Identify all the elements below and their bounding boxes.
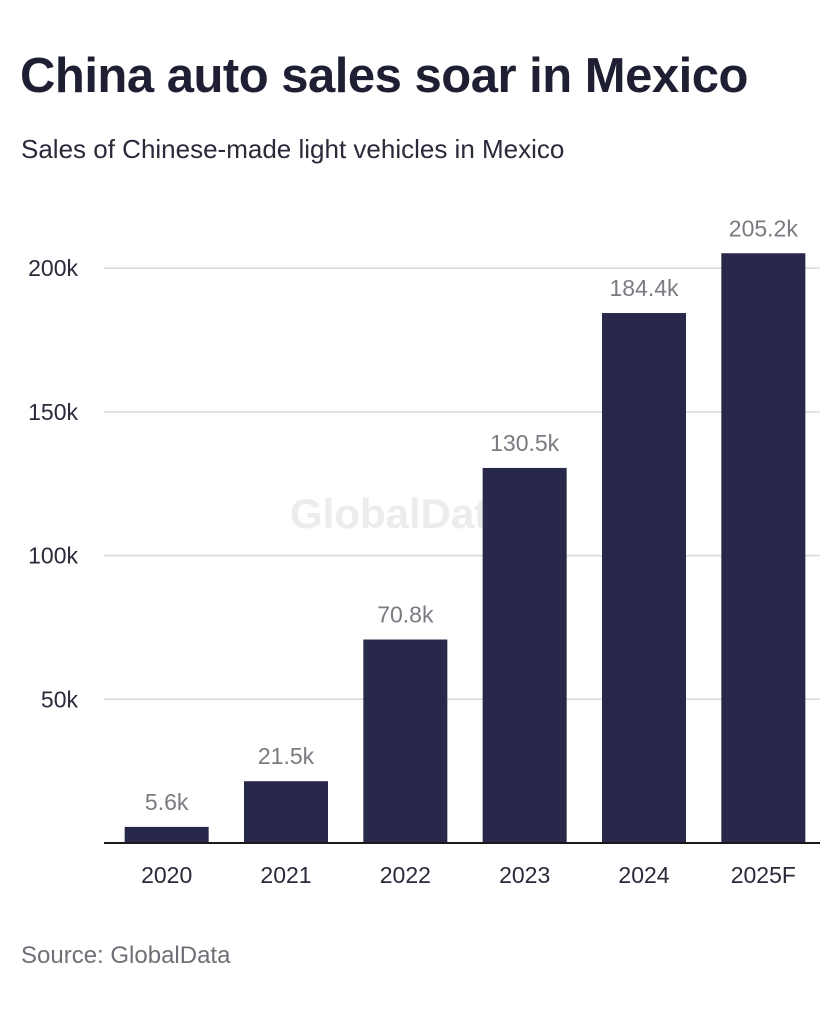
chart-title: China auto sales soar in Mexico [20, 49, 748, 103]
x-tick-label: 2023 [499, 862, 550, 888]
bar-2021 [244, 781, 328, 843]
source-note: Source: GlobalData [21, 942, 231, 969]
bars [124, 253, 806, 844]
data-label: 21.5k [258, 743, 315, 769]
bar-2020 [124, 826, 209, 843]
y-tick-label: 50k [41, 686, 79, 712]
bar-2025f [721, 253, 806, 844]
x-tick-label: 2025F [731, 862, 796, 888]
y-axis-tick-labels: 50k 100k 150k 200k [28, 255, 78, 712]
gridlines [104, 267, 820, 701]
bar-2024 [602, 313, 686, 843]
x-tick-label: 2020 [141, 862, 192, 888]
chart-subtitle: Sales of Chinese-made light vehicles in … [21, 134, 565, 164]
data-label: 5.6k [145, 789, 189, 815]
x-tick-label: 2024 [618, 862, 669, 888]
data-labels: 5.6k 21.5k 70.8k 130.5k 184.4k 205.2k [145, 215, 798, 815]
bar-2022 [363, 639, 448, 843]
data-label: 130.5k [490, 430, 560, 456]
x-tick-label: 2022 [380, 862, 431, 888]
data-label: 205.2k [729, 215, 799, 241]
y-tick-label: 100k [28, 543, 78, 569]
y-tick-label: 200k [28, 255, 78, 281]
y-tick-label: 150k [28, 399, 78, 425]
x-tick-label: 2021 [260, 862, 311, 888]
bar-2023 [482, 467, 567, 843]
data-label: 70.8k [377, 602, 434, 628]
x-axis-tick-labels: 2020 2021 2022 2023 2024 2025F [141, 862, 796, 888]
data-label: 184.4k [609, 275, 679, 301]
